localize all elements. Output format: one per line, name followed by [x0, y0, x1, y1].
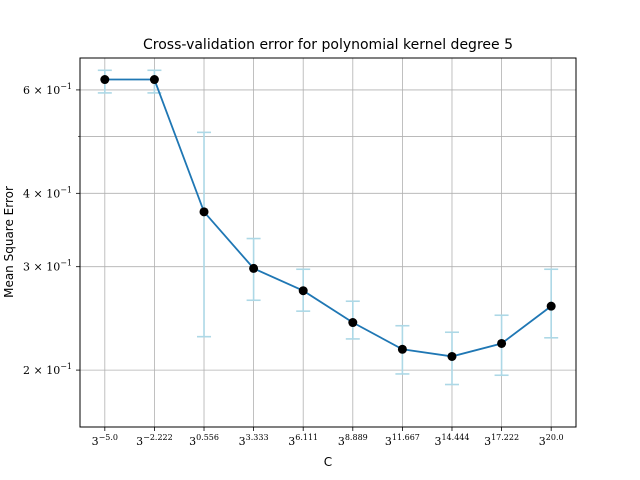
axes-frame: [79, 57, 577, 428]
y-tick-label: 3 × 10−1: [23, 259, 72, 274]
x-tick-label: 311.667: [385, 433, 420, 448]
tick-layer: 3−5.0 3−2.222 30.556 33.333 36.111 38.889 311.…: [23, 82, 564, 448]
line-layer: [104, 78, 552, 358]
data-point: [447, 351, 457, 361]
grid-layer: [80, 58, 576, 427]
marker-layer: [100, 75, 556, 361]
data-point: [348, 318, 358, 328]
x-tick-label: 38.889: [338, 433, 368, 448]
x-tick-label: 314.444: [434, 433, 469, 448]
y-tick-label: 4 × 10−1: [23, 185, 72, 200]
x-tick-label: 320.0: [539, 433, 564, 448]
x-tick-label: 3−5.0: [92, 433, 118, 448]
data-point: [149, 75, 159, 85]
data-point: [298, 286, 308, 296]
y-tick-label: 6 × 10−1: [23, 82, 72, 97]
x-axis-label: C: [324, 455, 332, 469]
data-point: [199, 207, 209, 217]
series-line: [104, 78, 552, 358]
data-point: [546, 301, 556, 311]
data-point: [100, 75, 110, 85]
data-point: [397, 344, 407, 354]
chart-title: Cross-validation error for polynomial ke…: [143, 37, 513, 53]
x-tick-label: 3−2.222: [136, 433, 173, 448]
x-tick-label: 30.556: [189, 433, 219, 448]
y-axis-label: Mean Square Error: [2, 186, 16, 298]
data-point: [249, 263, 259, 273]
x-tick-label: 36.111: [288, 433, 318, 448]
x-tick-label: 317.222: [484, 433, 519, 448]
y-tick-label: 2 × 10−1: [23, 362, 72, 377]
x-tick-label: 33.333: [239, 433, 269, 448]
data-point: [497, 338, 507, 348]
